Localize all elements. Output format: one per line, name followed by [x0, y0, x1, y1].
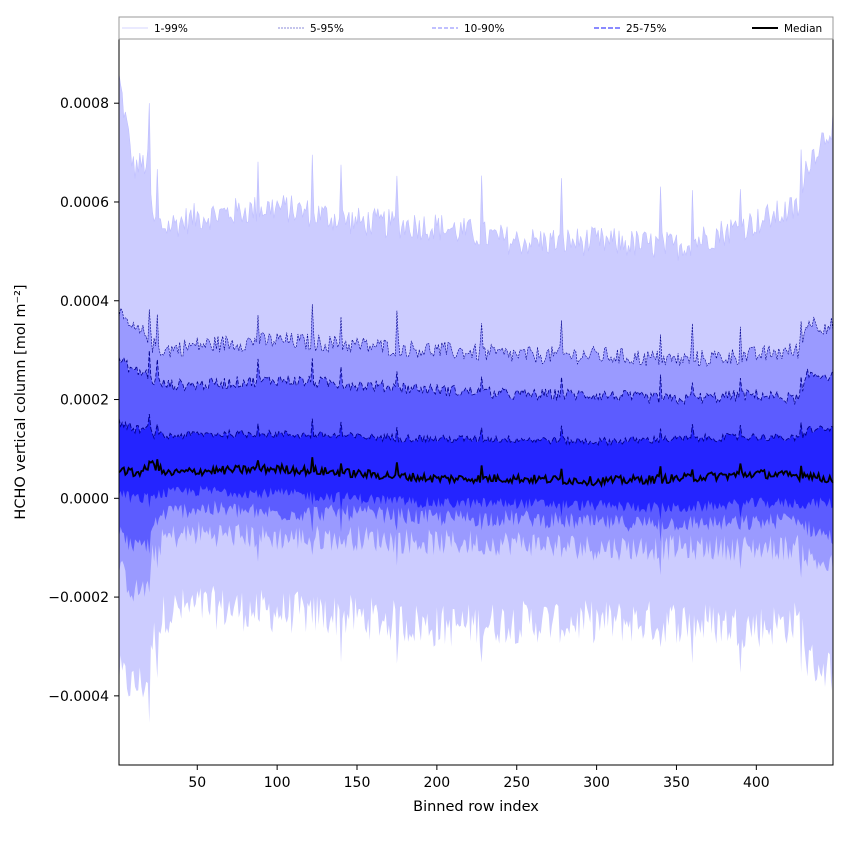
legend-entry-10-90: 10-90% [432, 23, 505, 35]
y-tick-label: 0.0006 [60, 195, 109, 211]
x-axis-ticks: 50 100 150 200 250 300 350 400 [188, 765, 770, 791]
x-tick-label: 300 [583, 775, 610, 791]
band-25-75-area [119, 414, 833, 520]
legend-label: Median [784, 23, 822, 35]
x-tick-label: 250 [503, 775, 530, 791]
x-tick-label: 100 [264, 775, 291, 791]
y-tick-label: 0.0002 [60, 393, 109, 409]
x-tick-label: 350 [663, 775, 690, 791]
band-5-95-upper-line [118, 304, 834, 368]
band-25-75-upper-line [118, 414, 834, 447]
median-line [118, 457, 834, 488]
legend-entry-1-99: 1-99% [122, 23, 188, 35]
legend-box [118, 16, 834, 40]
legend-entry-25-75: 25-75% [594, 23, 667, 35]
x-tick-label: 400 [743, 775, 770, 791]
legend-label: 5-95% [310, 23, 344, 35]
y-axis-label: HCHO vertical column [mol m⁻²] [13, 284, 29, 519]
y-axis-ticks: −0.0004 −0.0002 0.0000 0.0002 0.0004 0.0006 0.… [48, 96, 119, 705]
x-tick-label: 200 [423, 775, 450, 791]
legend-label: 1-99% [154, 23, 188, 35]
legend-label: 25-75% [626, 23, 667, 35]
y-tick-label: −0.0002 [48, 590, 109, 606]
y-tick-label: 0.0004 [60, 294, 109, 310]
x-axis-label: Binned row index [413, 799, 539, 815]
legend: 1-99% 5-95% 10-90% 25-75% Median [118, 16, 834, 40]
band-10-90-upper-line [118, 350, 834, 406]
legend-entry-Median: Median [752, 23, 822, 35]
x-tick-label: 150 [344, 775, 371, 791]
band-1-99-upper-line [118, 73, 834, 261]
percentile-bands [119, 73, 833, 723]
y-tick-label: 0.0008 [60, 96, 109, 112]
x-tick-label: 50 [188, 775, 206, 791]
legend-label: 10-90% [464, 23, 505, 35]
y-tick-label: −0.0004 [48, 689, 109, 705]
y-tick-label: 0.0000 [60, 491, 109, 507]
legend-entry-5-95: 5-95% [278, 23, 344, 35]
percentile-lines [118, 73, 834, 488]
